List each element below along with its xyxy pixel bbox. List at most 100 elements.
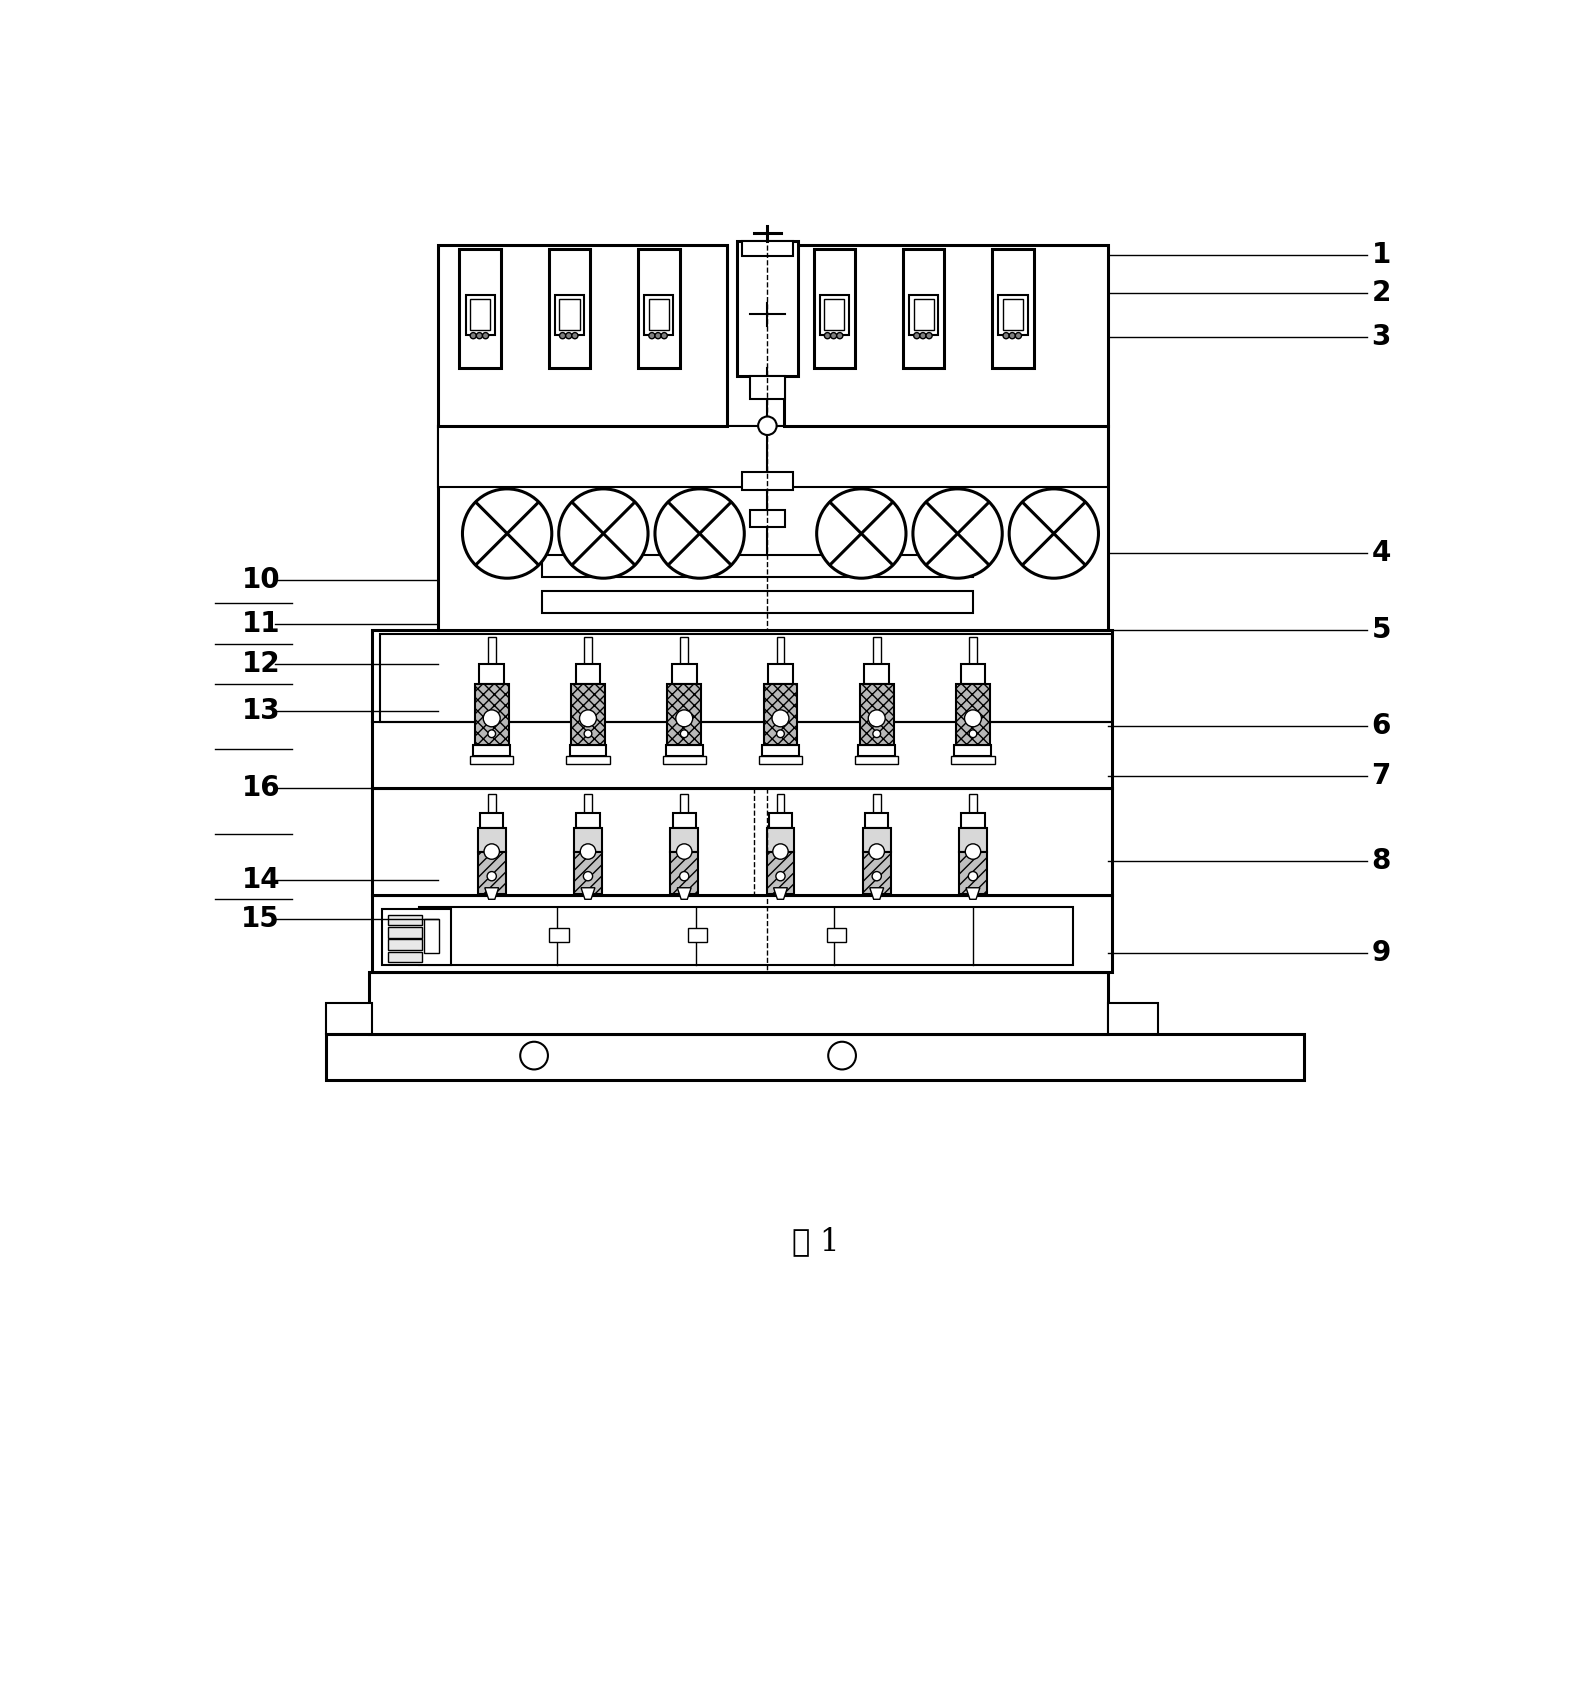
- Circle shape: [965, 710, 981, 727]
- Text: 图 1: 图 1: [793, 1226, 839, 1257]
- Bar: [763, 746, 799, 756]
- Circle shape: [661, 332, 667, 339]
- Bar: [958, 828, 987, 852]
- Bar: [785, 245, 1108, 425]
- Circle shape: [825, 332, 831, 339]
- Circle shape: [470, 332, 476, 339]
- Bar: [863, 852, 890, 894]
- Bar: [662, 756, 705, 764]
- Bar: [567, 756, 610, 764]
- Bar: [767, 852, 794, 894]
- Bar: [864, 665, 888, 683]
- Circle shape: [654, 489, 745, 579]
- Bar: [970, 795, 977, 813]
- Bar: [419, 908, 1073, 965]
- Bar: [576, 813, 600, 828]
- Bar: [481, 813, 503, 828]
- Circle shape: [579, 710, 597, 727]
- Circle shape: [572, 332, 578, 339]
- Circle shape: [650, 332, 654, 339]
- Bar: [957, 683, 990, 746]
- Circle shape: [1009, 489, 1098, 579]
- Bar: [373, 788, 1111, 896]
- Bar: [479, 665, 505, 683]
- Bar: [470, 300, 490, 331]
- Bar: [487, 638, 495, 665]
- Circle shape: [868, 710, 885, 727]
- Bar: [678, 872, 691, 887]
- Bar: [473, 746, 509, 756]
- Bar: [863, 828, 890, 852]
- Bar: [541, 590, 973, 612]
- Circle shape: [484, 844, 500, 859]
- Bar: [584, 795, 592, 813]
- Bar: [688, 928, 707, 941]
- Circle shape: [837, 332, 842, 339]
- Polygon shape: [966, 887, 981, 899]
- Bar: [759, 756, 802, 764]
- Bar: [576, 665, 600, 683]
- Bar: [903, 248, 944, 368]
- Text: 3: 3: [1371, 324, 1391, 351]
- Circle shape: [559, 332, 565, 339]
- Circle shape: [677, 844, 693, 859]
- Bar: [966, 872, 979, 887]
- Text: 5: 5: [1371, 616, 1391, 644]
- Bar: [581, 872, 594, 887]
- Bar: [970, 638, 977, 665]
- Bar: [460, 248, 501, 368]
- Bar: [650, 300, 669, 331]
- Circle shape: [559, 489, 648, 579]
- Text: 6: 6: [1371, 712, 1391, 741]
- Bar: [737, 241, 798, 376]
- Circle shape: [772, 710, 790, 727]
- Bar: [670, 852, 697, 894]
- Bar: [992, 248, 1033, 368]
- Text: 8: 8: [1371, 847, 1391, 876]
- Circle shape: [869, 844, 885, 859]
- Bar: [368, 972, 1108, 1034]
- Bar: [742, 472, 793, 491]
- Bar: [673, 813, 696, 828]
- Bar: [670, 828, 697, 852]
- Text: 15: 15: [242, 904, 280, 933]
- Bar: [962, 813, 984, 828]
- Bar: [680, 638, 688, 665]
- Circle shape: [777, 730, 785, 737]
- Bar: [638, 248, 680, 368]
- Bar: [769, 813, 793, 828]
- Circle shape: [968, 872, 977, 881]
- Text: 16: 16: [242, 774, 280, 801]
- Circle shape: [872, 730, 880, 737]
- Bar: [575, 852, 602, 894]
- Circle shape: [772, 844, 788, 859]
- Bar: [556, 295, 584, 336]
- Bar: [388, 940, 422, 950]
- Bar: [388, 951, 422, 962]
- Circle shape: [675, 710, 693, 727]
- Bar: [667, 683, 700, 746]
- Circle shape: [920, 332, 927, 339]
- Bar: [814, 248, 855, 368]
- Bar: [777, 638, 785, 665]
- Bar: [855, 756, 898, 764]
- Circle shape: [831, 332, 837, 339]
- Bar: [549, 928, 568, 941]
- Bar: [575, 828, 602, 852]
- Circle shape: [680, 730, 688, 737]
- Bar: [826, 928, 845, 941]
- Bar: [871, 872, 884, 887]
- Text: 10: 10: [242, 565, 280, 594]
- Bar: [373, 896, 1111, 972]
- Polygon shape: [486, 887, 498, 899]
- Polygon shape: [581, 887, 595, 899]
- Bar: [465, 295, 495, 336]
- Circle shape: [487, 730, 495, 737]
- Bar: [326, 1004, 373, 1034]
- Bar: [380, 634, 1111, 722]
- Bar: [388, 928, 422, 938]
- Bar: [955, 746, 992, 756]
- Bar: [478, 828, 506, 852]
- Bar: [326, 1034, 1304, 1080]
- Bar: [825, 300, 844, 331]
